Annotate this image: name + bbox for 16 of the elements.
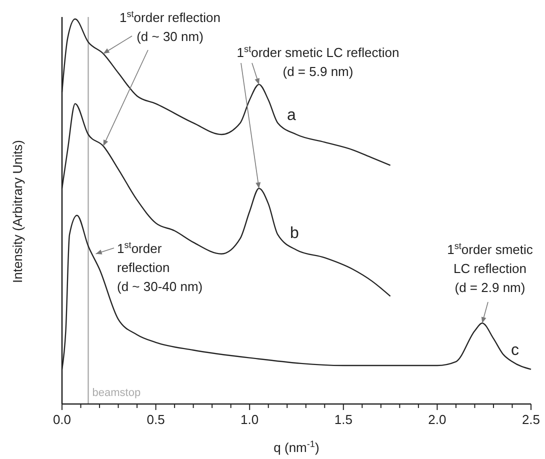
series-label: c bbox=[511, 342, 519, 359]
x-axis-title: q (nm$^{-1}$) bbox=[274, 439, 320, 455]
x-tick-label: 0.5 bbox=[146, 412, 165, 427]
y-axis-title: Intensity (Arbitrary Units) bbox=[10, 140, 25, 284]
annotation: 1$^{st}$order reflection (d ~ 30 nm) bbox=[119, 9, 221, 44]
series-label: b bbox=[290, 225, 299, 242]
x-tick-label: 1.5 bbox=[334, 412, 352, 427]
annotation: 1$^{st}$order smetic LC reflection (d = 5.9 nm) bbox=[236, 44, 400, 79]
ref-line-label: beamstop bbox=[92, 387, 141, 399]
annotation: 1$^{st}$order smetic LC reflection (d = 2.9 nm) bbox=[447, 241, 534, 295]
annotation: 1$^{st}$order reflection (d ~ 30-40 nm) bbox=[117, 240, 203, 294]
x-tick-label: 2.0 bbox=[428, 412, 446, 427]
x-tick-label: 1.0 bbox=[240, 412, 259, 427]
x-tick-label: 0.0 bbox=[52, 412, 72, 427]
series-label: a bbox=[287, 107, 296, 124]
x-tick-label: 2.5 bbox=[522, 412, 540, 427]
